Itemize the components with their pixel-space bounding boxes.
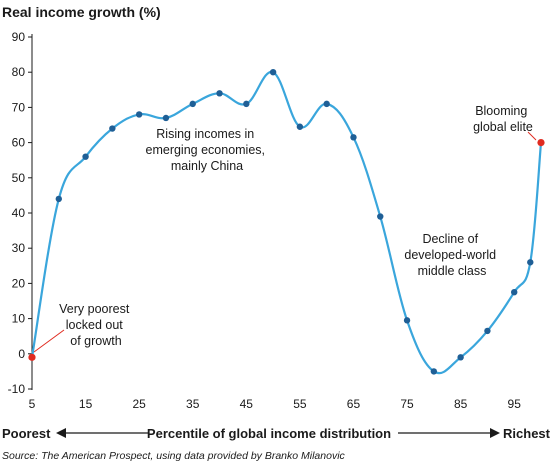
data-point [457, 354, 464, 361]
annotation-leader-group [33, 131, 537, 353]
data-point [377, 213, 384, 220]
x-tick-group: 5 15 25 35 45 55 65 75 85 95 [29, 397, 522, 411]
y-tick-label: 20 [12, 276, 26, 290]
x-tick-label: 85 [454, 397, 468, 411]
data-point [216, 90, 223, 97]
y-tick-label: 30 [12, 241, 26, 255]
annotation-emerging-line-2: emerging economies, [146, 143, 266, 157]
annotation-emerging: Rising incomes in emerging economies, ma… [146, 127, 269, 173]
svg-text:Decline of developed-wor: Decline of developed-world middle class [404, 232, 499, 278]
x-tick-label: 75 [400, 397, 414, 411]
annotation-middle-class-line-2: developed-world [404, 248, 496, 262]
data-point [484, 327, 491, 335]
data-point [323, 100, 330, 108]
data-point-group [28, 69, 545, 375]
y-tick-label: 50 [12, 171, 26, 185]
y-tick-label: 60 [12, 136, 26, 150]
elite-leader-line [527, 131, 537, 141]
x-tick-label: 35 [186, 397, 200, 411]
annotation-poorest: Very poorest locked out of growth [59, 302, 133, 348]
annotation-middle-class: Decline of developed-world middle class [404, 232, 499, 278]
annotation-poorest-line-1: Very poorest [59, 302, 130, 316]
x-tick-label: 55 [293, 397, 307, 411]
data-point [135, 111, 143, 118]
annotation-elite-line-1: Blooming [475, 104, 527, 118]
data-point [82, 153, 89, 160]
svg-text:Blooming global elite: Blooming global elite [473, 104, 533, 134]
data-point [162, 114, 170, 122]
y-tick-label: 10 [12, 312, 26, 326]
annotation-emerging-line-3: mainly China [171, 159, 243, 173]
x-tick-label: 25 [132, 397, 146, 411]
annotation-poorest-line-3: of growth [70, 334, 121, 348]
y-tick-label: 40 [12, 206, 26, 220]
annotation-middle-class-line-3: middle class [418, 264, 487, 278]
data-point [55, 195, 62, 203]
annotation-poorest-line-2: locked out [66, 318, 124, 332]
data-point [243, 100, 250, 108]
annotation-middle-class-line-1: Decline of [422, 232, 478, 246]
right-arrow-head-icon [490, 428, 500, 438]
x-tick-label: 15 [79, 397, 93, 411]
source-note: Source: The American Prospect, using dat… [2, 450, 346, 462]
y-tick-label: 0 [18, 347, 25, 361]
data-point [527, 259, 534, 266]
annotation-elite: Blooming global elite [473, 104, 533, 134]
x-axis-title: Percentile of global income distribution [147, 426, 391, 441]
data-point [511, 289, 518, 296]
highlight-data-point [537, 139, 545, 147]
annotation-emerging-line-1: Rising incomes in [156, 127, 254, 141]
svg-text:Very poorest locked out: Very poorest locked out of growth [59, 302, 133, 348]
x-right-label: Richest [503, 426, 551, 441]
x-tick-label: 65 [347, 397, 361, 411]
left-arrow-head-icon [56, 428, 66, 438]
y-tick-label: 90 [12, 30, 26, 44]
data-point [403, 317, 411, 324]
y-tick-label: 70 [12, 100, 26, 114]
data-point [296, 123, 304, 130]
y-tick-label: 80 [12, 65, 26, 79]
y-tick-label: -10 [8, 382, 26, 396]
data-point [109, 125, 116, 132]
x-tick-label: 5 [29, 397, 36, 411]
x-tick-label: 45 [240, 397, 254, 411]
x-tick-label: 95 [508, 397, 522, 411]
chart-title: Real income growth (%) [2, 4, 161, 20]
annotation-elite-line-2: global elite [473, 120, 533, 134]
poorest-leader-line [33, 329, 65, 353]
x-left-label: Poorest [2, 426, 51, 441]
svg-text:Rising incomes in emergi: Rising incomes in emerging economies, ma… [146, 127, 269, 173]
data-point [350, 134, 357, 141]
data-point [269, 69, 277, 76]
data-point [430, 368, 438, 375]
data-point [189, 100, 196, 108]
highlight-data-point [28, 353, 36, 361]
x-axis-footer: Poorest Percentile of global income dist… [2, 426, 551, 441]
y-tick-group: -10 0 10 20 30 40 50 60 70 80 90 [8, 30, 32, 396]
